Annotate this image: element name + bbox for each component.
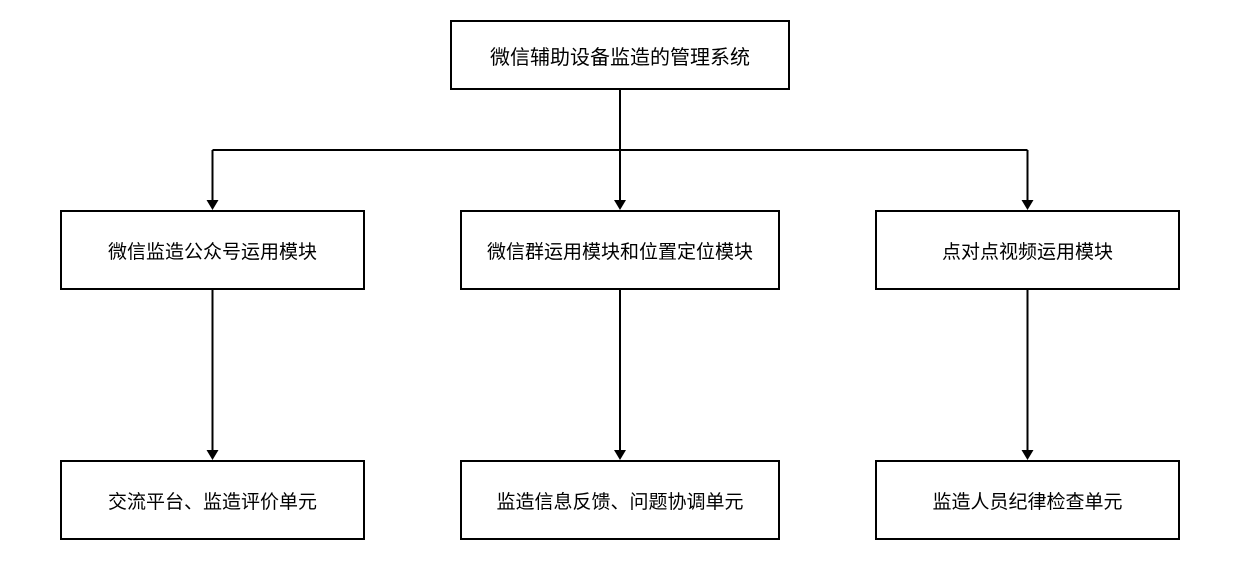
mid-node-1: 微信监造公众号运用模块 bbox=[60, 210, 365, 290]
leaf-label-3: 监造人员纪律检查单元 bbox=[932, 487, 1122, 514]
leaf-node-1: 交流平台、监造评价单元 bbox=[60, 460, 365, 540]
root-label: 微信辅助设备监造的管理系统 bbox=[490, 41, 750, 70]
leaf-label-1: 交流平台、监造评价单元 bbox=[108, 487, 317, 514]
mid-label-1: 微信监造公众号运用模块 bbox=[108, 237, 317, 264]
leaf-label-2: 监造信息反馈、问题协调单元 bbox=[496, 487, 743, 514]
mid-node-3: 点对点视频运用模块 bbox=[875, 210, 1180, 290]
mid-label-2: 微信群运用模块和位置定位模块 bbox=[487, 237, 753, 264]
leaf-node-3: 监造人员纪律检查单元 bbox=[875, 460, 1180, 540]
leaf-node-2: 监造信息反馈、问题协调单元 bbox=[460, 460, 780, 540]
root-node: 微信辅助设备监造的管理系统 bbox=[450, 20, 790, 90]
mid-node-2: 微信群运用模块和位置定位模块 bbox=[460, 210, 780, 290]
mid-label-3: 点对点视频运用模块 bbox=[942, 237, 1113, 264]
